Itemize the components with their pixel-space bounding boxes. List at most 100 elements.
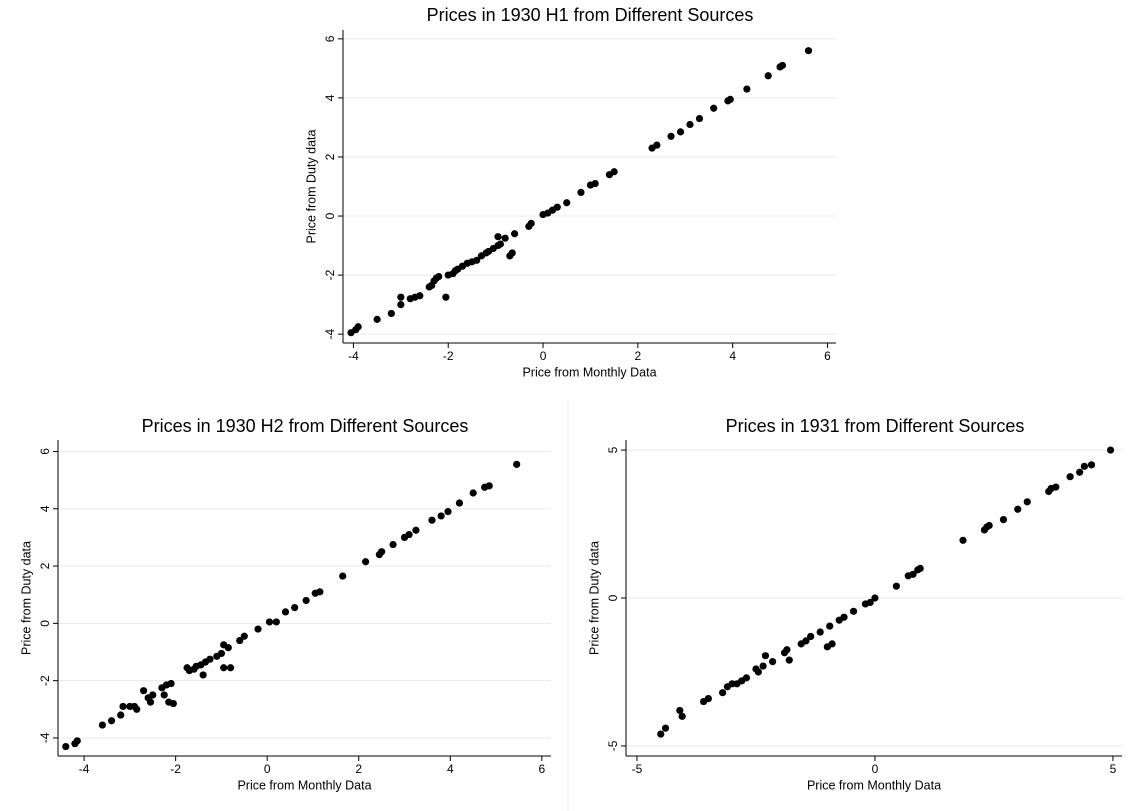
scatter-point bbox=[1076, 468, 1084, 476]
scatter-point bbox=[354, 323, 362, 331]
scatter-point bbox=[778, 61, 787, 70]
x-axis-title: Price from Monthly Data bbox=[237, 778, 371, 792]
y-tick-label: -4 bbox=[323, 328, 337, 339]
scatter-point bbox=[167, 679, 175, 688]
scatter-point bbox=[742, 674, 751, 682]
scatter-point bbox=[494, 233, 502, 241]
x-tick-label: 0 bbox=[540, 349, 547, 363]
scatter-point bbox=[828, 640, 836, 648]
y-tick-label: 2 bbox=[38, 562, 52, 569]
y-tick-label: 2 bbox=[323, 153, 337, 160]
scatter-point bbox=[610, 168, 618, 176]
scatter-point bbox=[473, 256, 481, 264]
scatter-point bbox=[1066, 473, 1074, 481]
scatter-point bbox=[416, 292, 424, 300]
scatter-point bbox=[553, 203, 561, 211]
scatter-point bbox=[199, 671, 207, 679]
x-tick-label: -4 bbox=[79, 762, 90, 776]
y-tick-label: 4 bbox=[323, 94, 337, 101]
scatter-point bbox=[871, 594, 879, 602]
scatter-point bbox=[785, 656, 793, 664]
scatter-point bbox=[455, 499, 464, 507]
chart-panel: Prices in 1930 H1 from Different Sources… bbox=[304, 5, 836, 379]
x-tick-label: -2 bbox=[443, 349, 454, 363]
scatter-point bbox=[133, 705, 141, 713]
scatter-point bbox=[804, 47, 813, 55]
y-tick-label: -5 bbox=[606, 740, 620, 751]
scatter-point bbox=[661, 724, 670, 732]
scatter-point bbox=[373, 315, 381, 323]
x-tick-label: 4 bbox=[729, 349, 736, 363]
scatter-point bbox=[412, 526, 420, 534]
scatter-point bbox=[397, 293, 405, 301]
scatter-point bbox=[1080, 462, 1088, 470]
scatter-point bbox=[444, 508, 452, 516]
scatter-point bbox=[909, 570, 917, 578]
scatter-point bbox=[378, 548, 386, 556]
scatter-point bbox=[719, 689, 727, 697]
scatter-point bbox=[563, 199, 571, 207]
scatter-point bbox=[442, 293, 450, 301]
scatter-point bbox=[959, 536, 967, 544]
scatter-point bbox=[281, 608, 290, 616]
scatter-point bbox=[676, 706, 684, 715]
y-axis-title: Price from Duty data bbox=[304, 129, 318, 243]
y-tick-label: -2 bbox=[38, 675, 52, 686]
scatter-point bbox=[149, 691, 157, 699]
x-tick-label: 6 bbox=[539, 762, 546, 776]
scatter-point bbox=[117, 711, 125, 719]
scatter-point bbox=[220, 664, 228, 672]
scatter-point bbox=[485, 482, 493, 490]
scatter-point bbox=[107, 717, 116, 725]
scatter-point bbox=[653, 141, 661, 149]
scatter-point bbox=[428, 516, 436, 524]
scatter-point bbox=[119, 702, 127, 711]
scatter-point bbox=[892, 582, 900, 590]
chart-title: Prices in 1931 from Different Sources bbox=[726, 416, 1025, 436]
scatter-point bbox=[826, 622, 834, 630]
scatter-point bbox=[501, 234, 509, 242]
x-axis-title: Price from Monthly Data bbox=[522, 365, 656, 379]
scatter-point bbox=[291, 603, 299, 612]
scatter-point bbox=[206, 655, 214, 663]
scatter-point bbox=[678, 712, 686, 720]
y-tick-label: 0 bbox=[323, 212, 337, 219]
scatter-point bbox=[769, 658, 777, 666]
scatter-point bbox=[302, 596, 310, 605]
scatter-point bbox=[866, 598, 874, 607]
scatter-point bbox=[469, 489, 477, 497]
scatter-point bbox=[236, 636, 244, 645]
scatter-point bbox=[387, 309, 395, 318]
scatter-point bbox=[508, 249, 516, 257]
scatter-point bbox=[62, 742, 70, 751]
y-tick-label: -2 bbox=[323, 269, 337, 280]
chart-panel: Prices in 1930 H2 from Different Sources… bbox=[19, 416, 551, 792]
y-tick-label: 6 bbox=[38, 448, 52, 455]
scatter-point bbox=[591, 179, 599, 188]
scatter-point bbox=[160, 691, 168, 699]
scatter-point bbox=[139, 687, 148, 695]
x-tick-label: 0 bbox=[872, 762, 879, 776]
x-axis-title: Price from Monthly Data bbox=[807, 778, 941, 792]
y-tick-label: 6 bbox=[323, 35, 337, 42]
scatter-point bbox=[840, 613, 848, 621]
scatter-point bbox=[496, 240, 504, 248]
scatter-point bbox=[1052, 483, 1060, 491]
scatter-point bbox=[667, 132, 675, 140]
scatter-point bbox=[73, 737, 81, 745]
scatter-point bbox=[783, 646, 791, 654]
x-tick-label: -4 bbox=[348, 349, 359, 363]
scatter-point bbox=[761, 652, 770, 660]
scatter-point bbox=[754, 668, 762, 676]
scatter-point bbox=[405, 530, 413, 539]
scatter-point bbox=[704, 694, 712, 703]
scatter-point bbox=[217, 649, 226, 658]
scatter-point bbox=[759, 662, 767, 670]
scatter-point bbox=[265, 618, 274, 626]
x-tick-label: 6 bbox=[824, 349, 831, 363]
scatter-point bbox=[339, 572, 347, 580]
chart-title: Prices in 1930 H2 from Different Sources bbox=[142, 416, 469, 436]
x-tick-label: 5 bbox=[1110, 762, 1117, 776]
scatter-point bbox=[1023, 498, 1031, 506]
